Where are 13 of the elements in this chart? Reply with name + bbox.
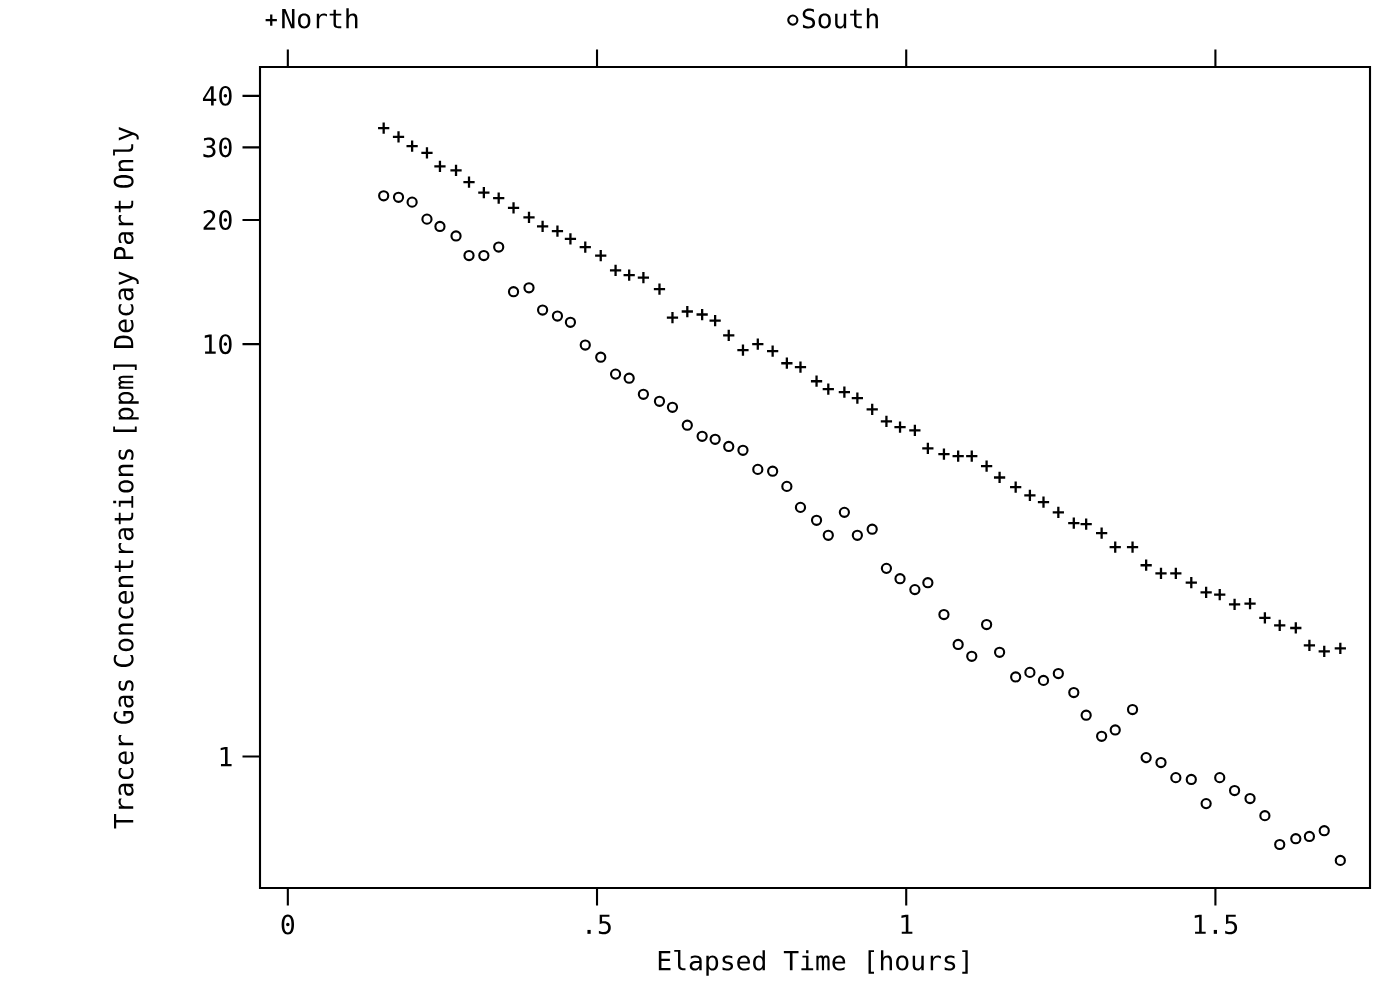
x-axis-title: Elapsed Time [hours] xyxy=(658,950,968,976)
y-tick-label: 20 xyxy=(203,210,232,231)
x-tick-label: 0 xyxy=(281,914,295,935)
y-tick-label: 10 xyxy=(204,334,232,355)
legend-label: North xyxy=(282,8,358,29)
y-axis-title: Tracer Gas Concentrations [ppm] Decay Part Only xyxy=(113,126,139,829)
y-tick-label: 40 xyxy=(202,85,232,106)
y-tick-label: 1 xyxy=(220,746,232,767)
y-tick-label: 30 xyxy=(203,137,232,158)
x-tick-label: .5 xyxy=(587,914,611,935)
x-tick-label: 1 xyxy=(901,914,913,934)
legend-label: South xyxy=(802,8,878,29)
x-tick-label: 1.5 xyxy=(1194,914,1238,935)
